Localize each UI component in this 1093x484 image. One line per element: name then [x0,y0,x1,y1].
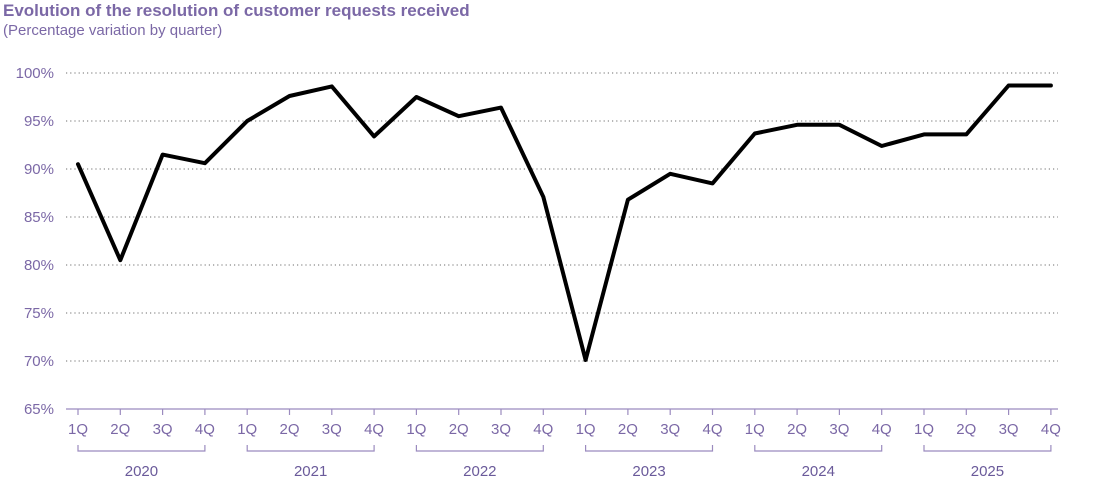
x-tick-label: 3Q [491,421,511,438]
x-tick-label: 1Q [914,421,934,438]
x-axis-ticks: 1Q 2Q 3Q 4Q 1Q 2Q 3Q 4Q 1Q 2Q 3Q 4Q 1Q 2Q 3Q 4Q 1Q 2Q 3Q 4Q… [68,409,1061,438]
y-tick-label: 90% [24,161,54,178]
x-tick-label: 2Q [449,421,469,438]
series-line [76,83,1053,362]
year-label: 2025 [971,463,1004,480]
x-tick-label: 4Q [364,421,384,438]
x-tick-label: 3Q [153,421,173,438]
x-tick-label: 4Q [1041,421,1061,438]
year-label: 2023 [632,463,665,480]
year-bracket [415,445,544,452]
y-tick-label: 75% [24,305,54,322]
year-bracket [77,445,206,452]
chart-title: Evolution of the resolution of customer … [3,1,470,20]
chart-subtitle: (Percentage variation by quarter) [3,22,223,39]
x-tick-label: 2Q [956,421,976,438]
x-tick-label: 1Q [68,421,88,438]
x-tick-label: 1Q [406,421,426,438]
year-groups: 2020 2021 2022 2023 2024 2025 [77,445,1052,480]
x-tick-label: 1Q [576,421,596,438]
year-bracket [585,445,714,452]
year-label: 2021 [294,463,327,480]
year-label: 2020 [125,463,158,480]
x-tick-label: 3Q [999,421,1019,438]
year-label: 2022 [463,463,496,480]
x-tick-label: 2Q [787,421,807,438]
x-tick-label: 4Q [872,421,892,438]
x-tick-label: 3Q [322,421,342,438]
grid-lines [66,72,1058,362]
y-tick-label: 65% [24,401,54,418]
x-tick-label: 4Q [195,421,215,438]
series-layer [76,83,1053,362]
y-tick-label: 100% [16,65,54,82]
year-bracket [923,445,1052,452]
year-bracket [246,445,375,452]
year-bracket [754,445,883,452]
x-tick-label: 4Q [533,421,553,438]
year-label: 2024 [802,463,835,480]
x-tick-label: 4Q [702,421,722,438]
x-tick-label: 2Q [618,421,638,438]
y-tick-label: 80% [24,257,54,274]
x-tick-label: 3Q [829,421,849,438]
y-tick-label: 85% [24,209,54,226]
y-tick-label: 95% [24,113,54,130]
x-tick-label: 3Q [660,421,680,438]
x-tick-label: 2Q [110,421,130,438]
x-tick-label: 2Q [279,421,299,438]
y-tick-label: 70% [24,353,54,370]
y-axis-ticks: 65% 70% 75% 80% 85% 90% 95% 100% [16,65,54,418]
x-tick-label: 1Q [745,421,765,438]
x-tick-label: 1Q [237,421,257,438]
